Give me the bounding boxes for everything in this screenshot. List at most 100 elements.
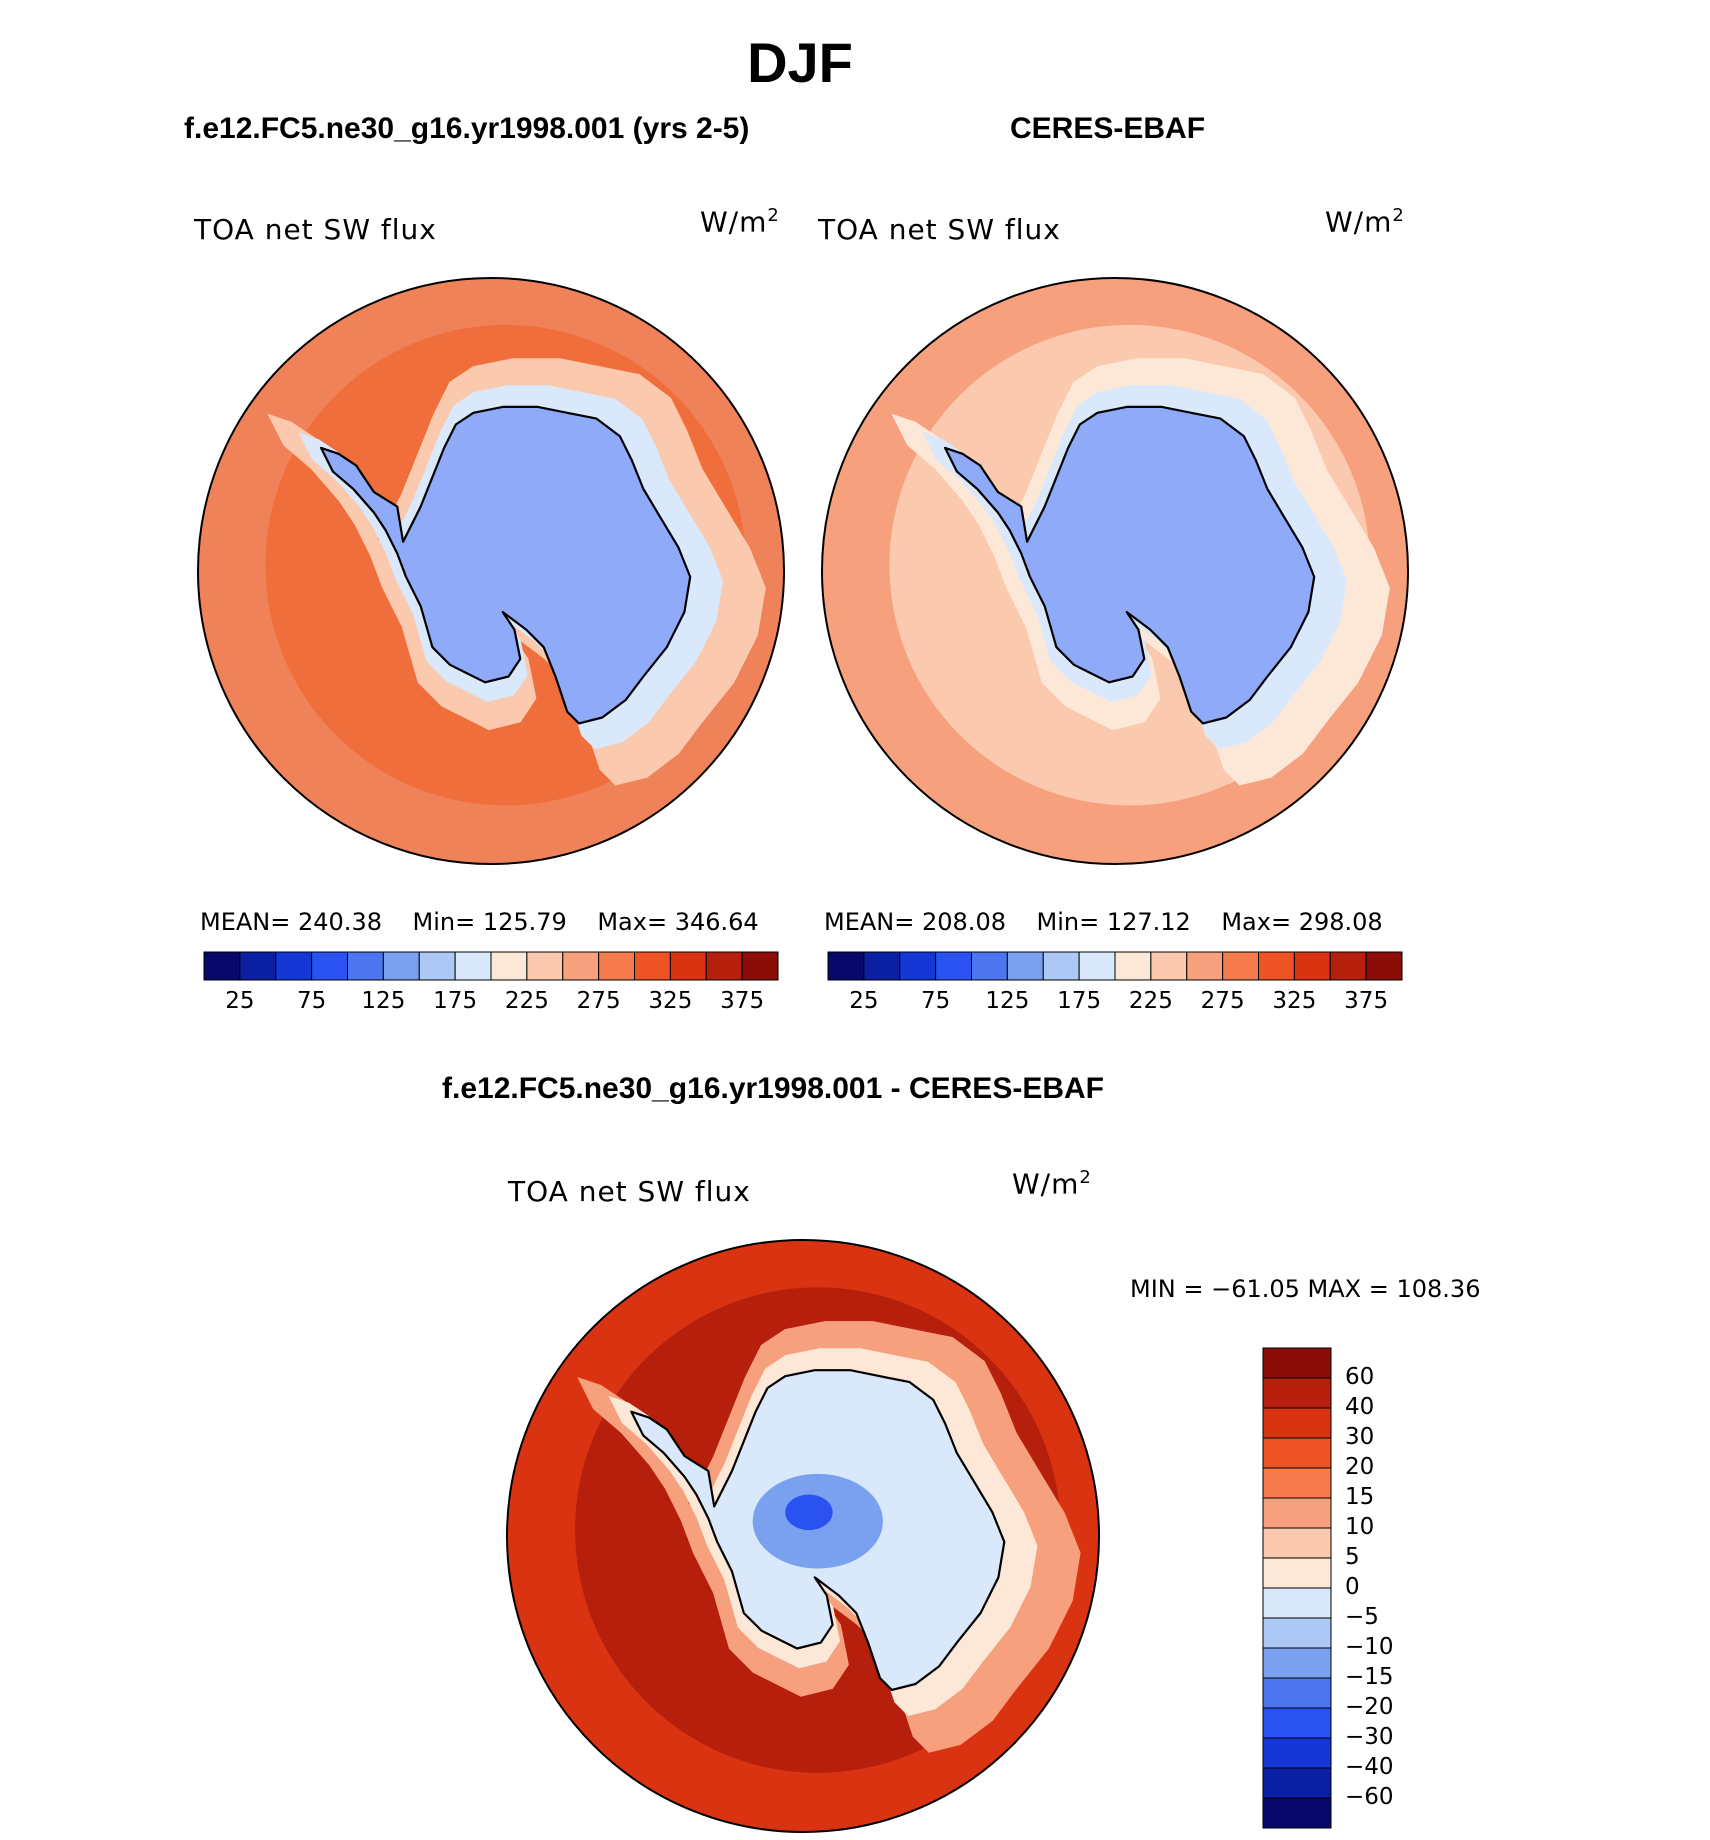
colorbar-segment bbox=[1365, 951, 1403, 981]
panel1-colorbar-labels: 25 75 125 175 225 275 325 375 bbox=[204, 988, 778, 1018]
figure-title: DJF bbox=[747, 31, 853, 94]
colorbar-tick-label: −30 bbox=[1345, 1724, 1394, 1750]
continent-field bbox=[321, 406, 691, 724]
colorbar-segment bbox=[1262, 1377, 1332, 1409]
colorbar-segment bbox=[935, 951, 972, 981]
colorbar-segment bbox=[1262, 1647, 1332, 1679]
colorbar-segment bbox=[1329, 951, 1367, 981]
colorbar-tick-label: 0 bbox=[1345, 1574, 1360, 1600]
panel1-case-title: f.e12.FC5.ne30_g16.yr1998.001 (yrs 2-5) bbox=[184, 112, 750, 145]
panel3-colorbar bbox=[1262, 1347, 1332, 1829]
colorbar-tick-label: −40 bbox=[1345, 1754, 1394, 1780]
colorbar-tick-label: −10 bbox=[1345, 1634, 1394, 1660]
colorbar-tick-label: 15 bbox=[1345, 1484, 1375, 1510]
colorbar-segment bbox=[1262, 1617, 1332, 1649]
colorbar-tick-label: 325 bbox=[1272, 988, 1317, 1014]
panel2-min-value: 127.12 bbox=[1106, 908, 1191, 936]
colorbar-segment bbox=[1006, 951, 1044, 981]
colorbar-segment bbox=[311, 951, 348, 981]
colorbar-segment bbox=[1258, 951, 1295, 981]
colorbar-tick-label: 10 bbox=[1345, 1514, 1375, 1540]
colorbar-tick-label: −15 bbox=[1345, 1664, 1394, 1690]
strong-negative-anomaly bbox=[785, 1494, 833, 1531]
colorbar-tick-label: 75 bbox=[920, 988, 951, 1014]
colorbar-segment bbox=[1114, 951, 1152, 981]
panel3-polar-map bbox=[506, 1239, 1100, 1833]
panel3-colorbar-labels: 60 40 30 20 15 10 5 0 −5 −10 −15 −20 −30 −40 −60 bbox=[1345, 1348, 1465, 1828]
colorbar-segment bbox=[562, 951, 600, 981]
colorbar-segment bbox=[827, 951, 865, 981]
panel1-units-label: W/m2 bbox=[700, 205, 780, 239]
panel3-case-title: f.e12.FC5.ne30_g16.yr1998.001 - CERES-EB… bbox=[442, 1072, 1104, 1105]
map-fill-group bbox=[507, 1240, 1099, 1832]
colorbar-segment bbox=[634, 951, 671, 981]
colorbar-segment bbox=[669, 951, 707, 981]
colorbar-tick-label: 60 bbox=[1345, 1364, 1375, 1390]
colorbar-segment bbox=[1262, 1527, 1332, 1559]
colorbar-segment bbox=[203, 951, 241, 981]
panel3-min-max: MIN = −61.05 MAX = 108.36 bbox=[1130, 1275, 1481, 1303]
colorbar-segment bbox=[1293, 951, 1331, 981]
panel2-mean-value: 208.08 bbox=[922, 908, 1006, 936]
continent-field bbox=[945, 406, 1315, 724]
map-boundary bbox=[821, 277, 1409, 865]
colorbar-segment bbox=[1078, 951, 1116, 981]
colorbar-segment bbox=[1186, 951, 1224, 981]
colorbar-segment bbox=[1262, 1587, 1332, 1619]
colorbar-segment bbox=[1262, 1557, 1332, 1589]
colorbar-segment bbox=[1262, 1407, 1332, 1439]
colorbar-segment bbox=[454, 951, 492, 981]
colorbar-tick-label: 40 bbox=[1345, 1394, 1375, 1420]
colorbar-segment bbox=[1262, 1497, 1332, 1529]
coastline bbox=[630, 1369, 1006, 1691]
colorbar-segment bbox=[971, 951, 1008, 981]
panel3-units-label: W/m2 bbox=[1012, 1167, 1092, 1201]
panel1-max-value: 346.64 bbox=[674, 908, 759, 936]
colorbar-tick-label: 375 bbox=[720, 988, 765, 1014]
map-boundary bbox=[506, 1239, 1100, 1833]
panel1-polar-map bbox=[197, 277, 785, 865]
colorbar-tick-label: 125 bbox=[361, 988, 406, 1014]
coastline bbox=[943, 405, 1316, 725]
colorbar-tick-label: 375 bbox=[1344, 988, 1389, 1014]
colorbar-segment bbox=[1262, 1347, 1332, 1379]
colorbar-tick-label: −60 bbox=[1345, 1784, 1394, 1810]
colorbar-segment bbox=[275, 951, 313, 981]
colorbar-segment bbox=[741, 951, 779, 981]
panel2-stats: MEAN= 208.08 Min= 127.12 Max= 298.08 bbox=[824, 908, 1383, 936]
panel2-case-title: CERES-EBAF bbox=[1010, 112, 1206, 145]
panel2-colorbar-labels: 25 75 125 175 225 275 325 375 bbox=[828, 988, 1402, 1018]
panel2-max-value: 298.08 bbox=[1298, 908, 1383, 936]
colorbar-segment bbox=[526, 951, 564, 981]
panel1-variable-label: TOA net SW flux bbox=[194, 213, 437, 246]
colorbar-segment bbox=[418, 951, 456, 981]
colorbar-segment bbox=[1262, 1677, 1332, 1709]
colorbar-segment bbox=[382, 951, 420, 981]
colorbar-segment bbox=[863, 951, 901, 981]
panel2-units-label: W/m2 bbox=[1325, 205, 1405, 239]
colorbar-segment bbox=[1262, 1467, 1332, 1499]
colorbar-tick-label: 75 bbox=[296, 988, 327, 1014]
colorbar-segment bbox=[1262, 1437, 1332, 1469]
colorbar-segment bbox=[490, 951, 528, 981]
colorbar-tick-label: 5 bbox=[1345, 1544, 1360, 1570]
colorbar-segment bbox=[899, 951, 937, 981]
panel2-colorbar bbox=[827, 951, 1403, 981]
panel1-stats: MEAN= 240.38 Min= 125.79 Max= 346.64 bbox=[200, 908, 759, 936]
colorbar-segment bbox=[1150, 951, 1188, 981]
colorbar-segment bbox=[1042, 951, 1080, 981]
panel2-polar-map bbox=[821, 277, 1409, 865]
colorbar-tick-label: 125 bbox=[985, 988, 1030, 1014]
colorbar-tick-label: −5 bbox=[1345, 1604, 1379, 1630]
colorbar-segment bbox=[1222, 951, 1259, 981]
colorbar-tick-label: 325 bbox=[648, 988, 693, 1014]
colorbar-segment bbox=[1262, 1737, 1332, 1769]
coastline bbox=[319, 405, 692, 725]
map-boundary bbox=[197, 277, 785, 865]
colorbar-tick-label: 175 bbox=[433, 988, 478, 1014]
colorbar-segment bbox=[1262, 1797, 1332, 1829]
panel1-colorbar bbox=[203, 951, 779, 981]
colorbar-tick-label: 275 bbox=[576, 988, 621, 1014]
colorbar-segment bbox=[598, 951, 635, 981]
panel1-min-value: 125.79 bbox=[482, 908, 567, 936]
